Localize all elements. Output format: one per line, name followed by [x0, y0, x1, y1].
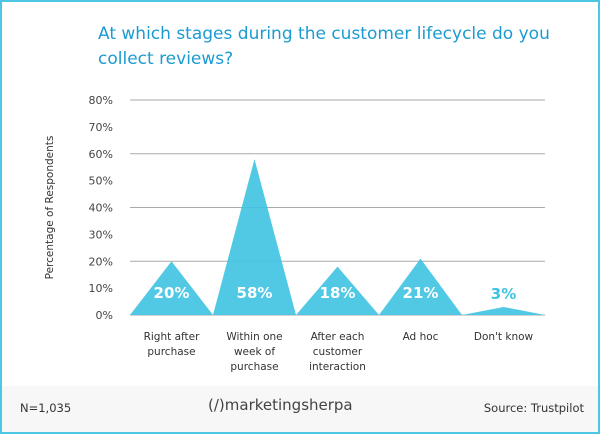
data-label: 21%	[403, 284, 439, 302]
y-tick-label: 70%	[89, 121, 113, 134]
y-tick-label: 40%	[89, 202, 113, 215]
x-tick-label: purchase	[230, 361, 278, 373]
data-label: 20%	[154, 284, 190, 302]
x-tick-label: Ad hoc	[403, 331, 439, 343]
footer: N=1,035 (/)marketingsherpa Source: Trust…	[2, 386, 598, 432]
chart: 0% 10% 20% 30% 40% 50% 60% 70% 80% Percentage of …	[44, 94, 545, 373]
x-tick-label: customer	[313, 346, 363, 358]
triangle-mark	[213, 159, 296, 315]
x-tick-label: Within one	[226, 331, 282, 343]
y-tick-label: 20%	[89, 255, 113, 268]
y-tick-label: 10%	[89, 282, 113, 295]
y-tick-label: 30%	[89, 228, 113, 241]
x-tick-label: Right after	[144, 331, 201, 343]
marketingsherpa-logo: (/)marketingsherpa	[208, 396, 353, 414]
logo-text: marketingsherpa	[224, 396, 353, 414]
x-tick-label: Don't know	[474, 331, 534, 343]
data-label: 58%	[237, 284, 273, 302]
x-tick-label: week of	[234, 346, 275, 358]
y-tick-label: 80%	[89, 94, 113, 107]
x-tick-label: interaction	[309, 361, 366, 373]
sample-size: N=1,035	[20, 401, 72, 415]
data-label: 3%	[491, 285, 516, 303]
y-tick-label: 0%	[96, 309, 113, 322]
triangle-mark	[462, 306, 545, 315]
triangle-mark	[296, 266, 379, 315]
y-axis-label: Percentage of Respondents	[44, 136, 56, 280]
source-note: Source: Trustpilot	[483, 401, 584, 415]
x-tick-label: purchase	[147, 346, 195, 358]
x-tick-label: After each	[311, 331, 365, 343]
triangle-mark	[379, 258, 462, 315]
data-label: 18%	[320, 284, 356, 302]
y-tick-label: 50%	[89, 175, 113, 188]
chart-title: At which stages during the customer life…	[98, 24, 550, 69]
triangle-mark	[130, 261, 213, 315]
y-tick-label: 60%	[89, 148, 113, 161]
